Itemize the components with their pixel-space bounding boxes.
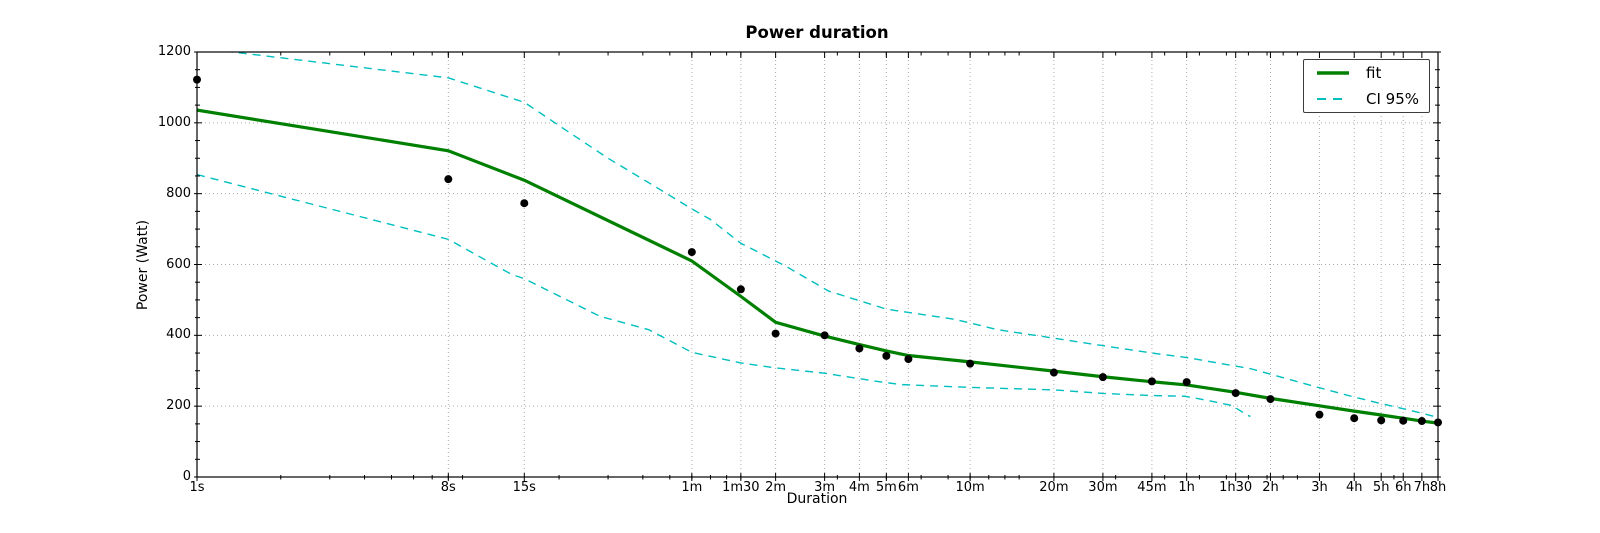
x-tick-label: 5m <box>875 480 897 495</box>
x-tick-label: 45m <box>1137 480 1167 495</box>
y-tick-label: 400 <box>166 327 191 343</box>
data-point <box>1417 417 1426 426</box>
data-point <box>771 329 780 338</box>
y-tick-label: 0 <box>182 469 191 484</box>
y-tick-label: 600 <box>166 256 191 272</box>
ci-lower-line <box>197 173 1251 418</box>
x-tick-label: 8h <box>1429 480 1447 495</box>
data-point <box>966 359 975 368</box>
x-axis-label: Duration <box>786 491 848 507</box>
x-tick-label: 15s <box>512 480 536 495</box>
x-tick-label: 5h <box>1372 480 1390 495</box>
x-tick-label: 10m <box>955 480 985 495</box>
fit-line-swatch <box>1317 71 1349 75</box>
x-tick-label: 4h <box>1345 480 1363 495</box>
x-tick-label: 1s <box>189 480 205 495</box>
x-tick-label: 1h30 <box>1219 480 1253 495</box>
data-point <box>736 285 745 294</box>
legend-label-ci: CI 95% <box>1366 89 1420 108</box>
data-point <box>520 199 529 208</box>
fit-line <box>197 108 1438 425</box>
y-tick-label: 200 <box>166 398 191 414</box>
chart-title: Power duration <box>745 23 889 42</box>
x-tick-label: 6m <box>897 480 919 495</box>
data-point <box>904 355 913 364</box>
data-point <box>1377 416 1386 425</box>
data-point <box>1315 410 1324 419</box>
x-tick-label: 3h <box>1311 480 1328 495</box>
y-tick-label: 800 <box>166 185 191 201</box>
x-tick-label: 1m30 <box>722 480 760 495</box>
x-tick-label: 30m <box>1088 480 1118 495</box>
ci-line-swatch <box>1317 98 1349 100</box>
legend-item-fit: fit <box>1315 62 1429 84</box>
x-tick-label: 3m <box>814 480 836 495</box>
data-point <box>820 331 829 340</box>
data-point <box>1049 368 1058 377</box>
x-tick-label: 6h <box>1394 480 1412 495</box>
x-tick-label: 7h <box>1413 480 1431 495</box>
curves-group <box>197 52 1438 425</box>
data-point <box>882 351 891 360</box>
legend: fit CI 95% <box>1303 59 1430 113</box>
x-tick-label: 20m <box>1039 480 1069 495</box>
data-point <box>444 175 453 184</box>
data-point <box>1350 414 1359 423</box>
x-tick-label: 1h <box>1178 480 1195 495</box>
data-point <box>1266 395 1275 404</box>
data-point <box>1182 378 1191 387</box>
data-point <box>687 248 696 257</box>
ci-upper-line <box>226 52 1438 419</box>
x-tick-label: 2m <box>765 480 787 495</box>
legend-label-fit: fit <box>1366 63 1382 82</box>
x-tick-label: 1m <box>681 480 703 495</box>
x-tick-label: 4m <box>848 480 870 495</box>
data-point <box>1098 373 1107 382</box>
y-tick-label: 1200 <box>157 44 191 59</box>
data-point <box>855 344 864 353</box>
data-point <box>1147 377 1156 386</box>
x-tick-label: 2h <box>1262 480 1279 495</box>
legend-item-ci: CI 95% <box>1315 88 1429 110</box>
data-point <box>1399 416 1408 425</box>
x-tick-label: 8s <box>440 480 456 495</box>
data-point <box>1231 389 1240 398</box>
y-tick-label: 1000 <box>157 114 191 130</box>
